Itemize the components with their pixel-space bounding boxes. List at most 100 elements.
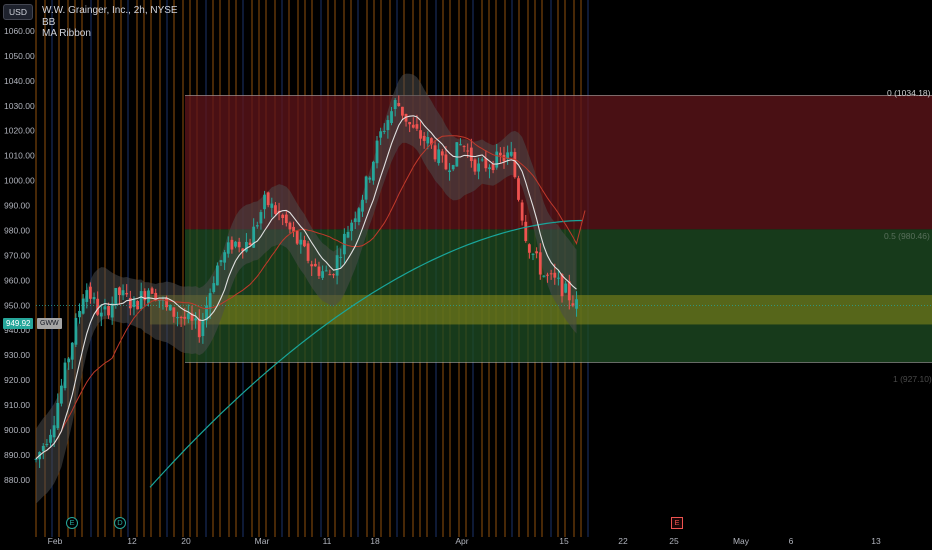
price-tick-label: 1040.00	[4, 76, 35, 86]
candle-body	[382, 130, 386, 132]
candle-body	[179, 316, 183, 319]
symbol-tag: GWW	[37, 318, 62, 329]
candle-body	[473, 159, 477, 172]
candle-body	[63, 362, 67, 389]
currency-button[interactable]: USD	[3, 4, 33, 20]
candle-body	[245, 242, 248, 252]
candle-body	[136, 301, 139, 310]
dividend-event-icon[interactable]: D	[114, 517, 126, 529]
symbol-title[interactable]: W.W. Grainger, Inc., 2h, NYSE	[42, 5, 178, 16]
candle-body	[176, 317, 179, 319]
candle-body	[114, 288, 118, 306]
candle-body	[404, 113, 408, 122]
candle-body	[484, 158, 488, 169]
candle-body	[459, 144, 462, 146]
candle-body	[524, 221, 528, 242]
candle-body	[535, 251, 539, 254]
time-tick-label: 22	[618, 536, 628, 546]
candle-body	[150, 288, 154, 294]
candle-body	[128, 297, 132, 309]
candle-body	[426, 137, 430, 144]
candle-body	[215, 265, 219, 286]
price-tick-label: 980.00	[4, 225, 30, 235]
price-tick-label: 920.00	[4, 375, 30, 385]
candle-body	[328, 274, 332, 276]
candle-body	[371, 161, 375, 181]
candle-body	[564, 283, 568, 293]
candle-body	[89, 286, 92, 299]
candle-body	[433, 145, 437, 160]
candle-body	[99, 312, 103, 317]
candle-body	[310, 264, 314, 267]
price-tick-label: 940.00	[4, 325, 30, 335]
candle-body	[509, 151, 513, 156]
candle-body	[241, 248, 245, 252]
upcoming-earnings-event-icon[interactable]: E	[671, 517, 683, 529]
candle-body	[368, 177, 372, 180]
time-tick-label: Apr	[455, 536, 468, 546]
candle-body	[430, 138, 433, 145]
candle-body	[259, 212, 263, 224]
time-tick-label: 13	[871, 536, 881, 546]
candle-body	[397, 102, 401, 107]
candle-body	[299, 239, 303, 245]
time-tick-label: 25	[669, 536, 679, 546]
candle-body	[401, 106, 404, 116]
time-axis[interactable]: Feb 12 20 Mar 11 18 Apr 15 22 25 May 6 13	[48, 536, 881, 546]
price-axis[interactable]: 1060.00 1050.00 1040.00 1030.00 1020.00 1010.…	[4, 26, 35, 485]
time-tick-label: Mar	[255, 536, 270, 546]
candle-body	[393, 100, 397, 110]
candle-body	[553, 272, 557, 278]
candle-body	[335, 255, 339, 276]
price-tick-label: 960.00	[4, 275, 30, 285]
price-tick-label: 1010.00	[4, 151, 35, 161]
earnings-event-icon[interactable]: E	[66, 517, 78, 529]
candle-body	[96, 298, 100, 315]
candle-body	[212, 283, 216, 292]
candle-body	[448, 170, 451, 173]
candle-body	[306, 243, 310, 261]
candle-body	[132, 298, 136, 308]
candle-body	[538, 252, 542, 275]
candle-body	[567, 281, 571, 301]
candle-body	[386, 120, 390, 131]
ma-ribbon-long-line	[149, 219, 583, 488]
current-price-label: 949.92	[3, 318, 34, 329]
candle-body	[70, 342, 74, 360]
candle-body	[444, 154, 448, 170]
candle-body	[186, 313, 190, 320]
candle-body	[168, 305, 172, 311]
bollinger-band-fill	[36, 73, 577, 504]
candle-body	[41, 445, 45, 452]
indicator-ma-ribbon[interactable]: MA Ribbon	[42, 28, 91, 39]
candle-body	[292, 226, 295, 232]
candle-body	[357, 208, 361, 223]
candle-body	[56, 402, 60, 429]
indicator-bb[interactable]: BB	[42, 16, 56, 28]
candle-body	[230, 239, 234, 250]
candle-body	[313, 263, 317, 267]
candle-body	[78, 310, 81, 318]
price-tick-label: 990.00	[4, 201, 30, 211]
candle-body	[411, 124, 415, 128]
candle-body	[339, 256, 343, 258]
ma-ribbon-mid-line	[35, 135, 586, 460]
candle-body	[237, 241, 241, 248]
candle-body	[495, 151, 499, 168]
candle-body	[59, 385, 63, 404]
candle-body	[415, 124, 419, 129]
price-tick-label: 880.00	[4, 475, 30, 485]
candle-body	[263, 194, 266, 210]
candle-body	[375, 140, 379, 164]
candle-body	[520, 202, 524, 221]
fib-label-low: 1 (927.10)	[893, 374, 932, 384]
candle-body	[226, 242, 230, 254]
candle-body	[154, 292, 158, 301]
candle-body	[303, 240, 306, 247]
candle-body	[408, 122, 412, 125]
candle-body	[502, 154, 506, 162]
price-tick-label: 890.00	[4, 450, 30, 460]
candle-body	[324, 270, 328, 272]
candle-body	[281, 214, 285, 219]
